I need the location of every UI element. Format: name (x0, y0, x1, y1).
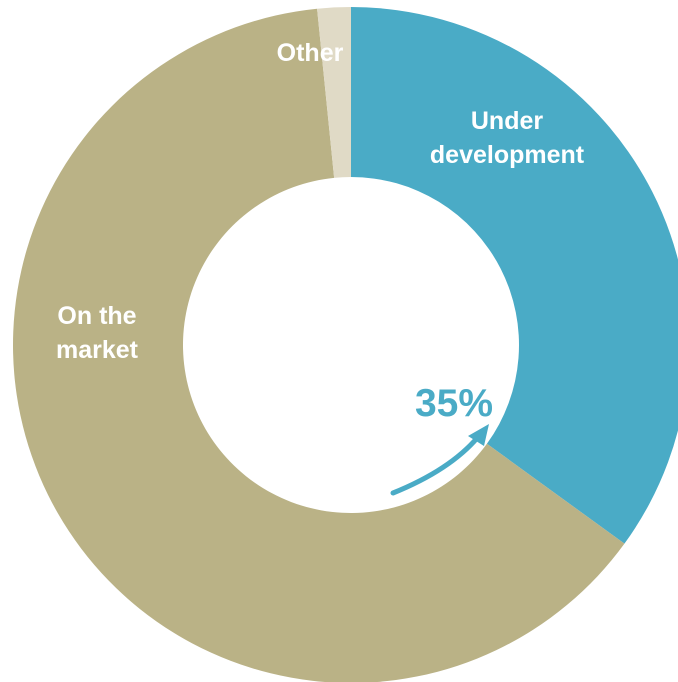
slice-label-line: market (56, 336, 139, 364)
slice-label-line: On the (57, 302, 136, 330)
donut-slice (317, 7, 351, 178)
slice-label: On the market (56, 302, 139, 364)
slice-label-line: development (430, 141, 585, 169)
slice-label-line: Other (277, 39, 344, 67)
slice-label: Other (277, 39, 344, 67)
slice-label-line: Under (471, 107, 544, 135)
donut-slice (13, 8, 625, 682)
slice-label: Under development (430, 107, 585, 169)
callout-arrowhead-icon (468, 424, 489, 446)
donut-slices (13, 7, 678, 682)
callout-percent-label: 35% (415, 382, 493, 425)
slice-labels: Under development On the market Other (56, 39, 585, 364)
callout-arrow-icon (390, 434, 481, 496)
donut-slice (351, 7, 678, 544)
